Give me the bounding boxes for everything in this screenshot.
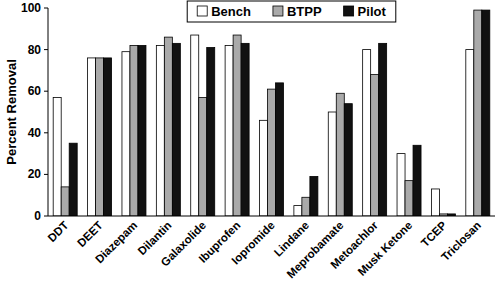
bar bbox=[225, 45, 233, 216]
x-tick-label: Diazepam bbox=[93, 219, 139, 265]
bar bbox=[328, 112, 336, 216]
bar bbox=[302, 197, 310, 216]
bar bbox=[474, 10, 482, 216]
bar bbox=[61, 187, 69, 216]
bar bbox=[122, 52, 130, 216]
bar bbox=[397, 154, 405, 216]
bars bbox=[53, 10, 490, 216]
bar bbox=[156, 45, 164, 216]
bar bbox=[88, 58, 96, 216]
legend-swatch bbox=[273, 6, 283, 16]
legend-swatch bbox=[344, 6, 354, 16]
bar bbox=[363, 50, 371, 216]
y-tick-label: 40 bbox=[28, 126, 42, 140]
bar bbox=[199, 97, 207, 216]
bar bbox=[310, 176, 318, 216]
x-tick-label: Triclosan bbox=[439, 219, 483, 263]
y-tick bbox=[44, 174, 48, 175]
bar bbox=[233, 35, 241, 216]
x-tick-label: Musk Ketone bbox=[355, 219, 414, 278]
bar bbox=[276, 83, 284, 216]
bar bbox=[431, 189, 439, 216]
x-axis bbox=[48, 216, 495, 217]
legend-box bbox=[187, 1, 396, 22]
x-tick-label: DDT bbox=[45, 219, 70, 244]
y-tick bbox=[44, 91, 48, 92]
y-tick bbox=[44, 8, 48, 9]
bar bbox=[482, 10, 490, 216]
bar bbox=[466, 50, 474, 216]
y-tick bbox=[44, 216, 48, 217]
x-tick-label: Iopromide bbox=[229, 219, 277, 267]
bar bbox=[172, 43, 180, 216]
y-tick-label: 80 bbox=[28, 43, 42, 57]
bar bbox=[371, 75, 379, 216]
bar bbox=[260, 120, 268, 216]
x-tick-label: DEET bbox=[75, 219, 105, 249]
bar bbox=[96, 58, 104, 216]
chart-svg: 020406080100DDTDEETDiazepamDilantinGalax… bbox=[0, 0, 500, 308]
y-axis bbox=[48, 8, 49, 216]
y-tick bbox=[44, 49, 48, 50]
legend-label: Bench bbox=[211, 4, 251, 19]
bar bbox=[344, 104, 352, 216]
bar bbox=[336, 93, 344, 216]
legend: Bench BTPP Pilot bbox=[187, 1, 396, 22]
x-tick-label: Meprobamate bbox=[284, 219, 345, 280]
legend-swatch bbox=[197, 6, 207, 16]
y-tick-label: 0 bbox=[34, 209, 41, 223]
legend-label: Pilot bbox=[358, 4, 387, 19]
bar bbox=[53, 97, 61, 216]
bar bbox=[379, 43, 387, 216]
y-tick-label: 20 bbox=[28, 167, 42, 181]
bar bbox=[241, 43, 249, 216]
bar bbox=[268, 89, 276, 216]
chart-root: 020406080100DDTDEETDiazepamDilantinGalax… bbox=[0, 0, 500, 308]
bar bbox=[191, 35, 199, 216]
y-tick-label: 60 bbox=[28, 84, 42, 98]
bar bbox=[138, 45, 146, 216]
bar bbox=[207, 48, 215, 216]
bar bbox=[294, 206, 302, 216]
x-tick-label: TCEP bbox=[419, 219, 449, 249]
bar bbox=[164, 37, 172, 216]
bar bbox=[413, 145, 421, 216]
bar bbox=[405, 181, 413, 216]
bar bbox=[130, 45, 138, 216]
legend-label: BTPP bbox=[287, 4, 322, 19]
y-tick bbox=[44, 132, 48, 133]
bar bbox=[69, 143, 77, 216]
y-axis-title: Percent Removal bbox=[4, 59, 19, 165]
bar bbox=[104, 58, 112, 216]
y-tick-label: 100 bbox=[21, 1, 41, 15]
